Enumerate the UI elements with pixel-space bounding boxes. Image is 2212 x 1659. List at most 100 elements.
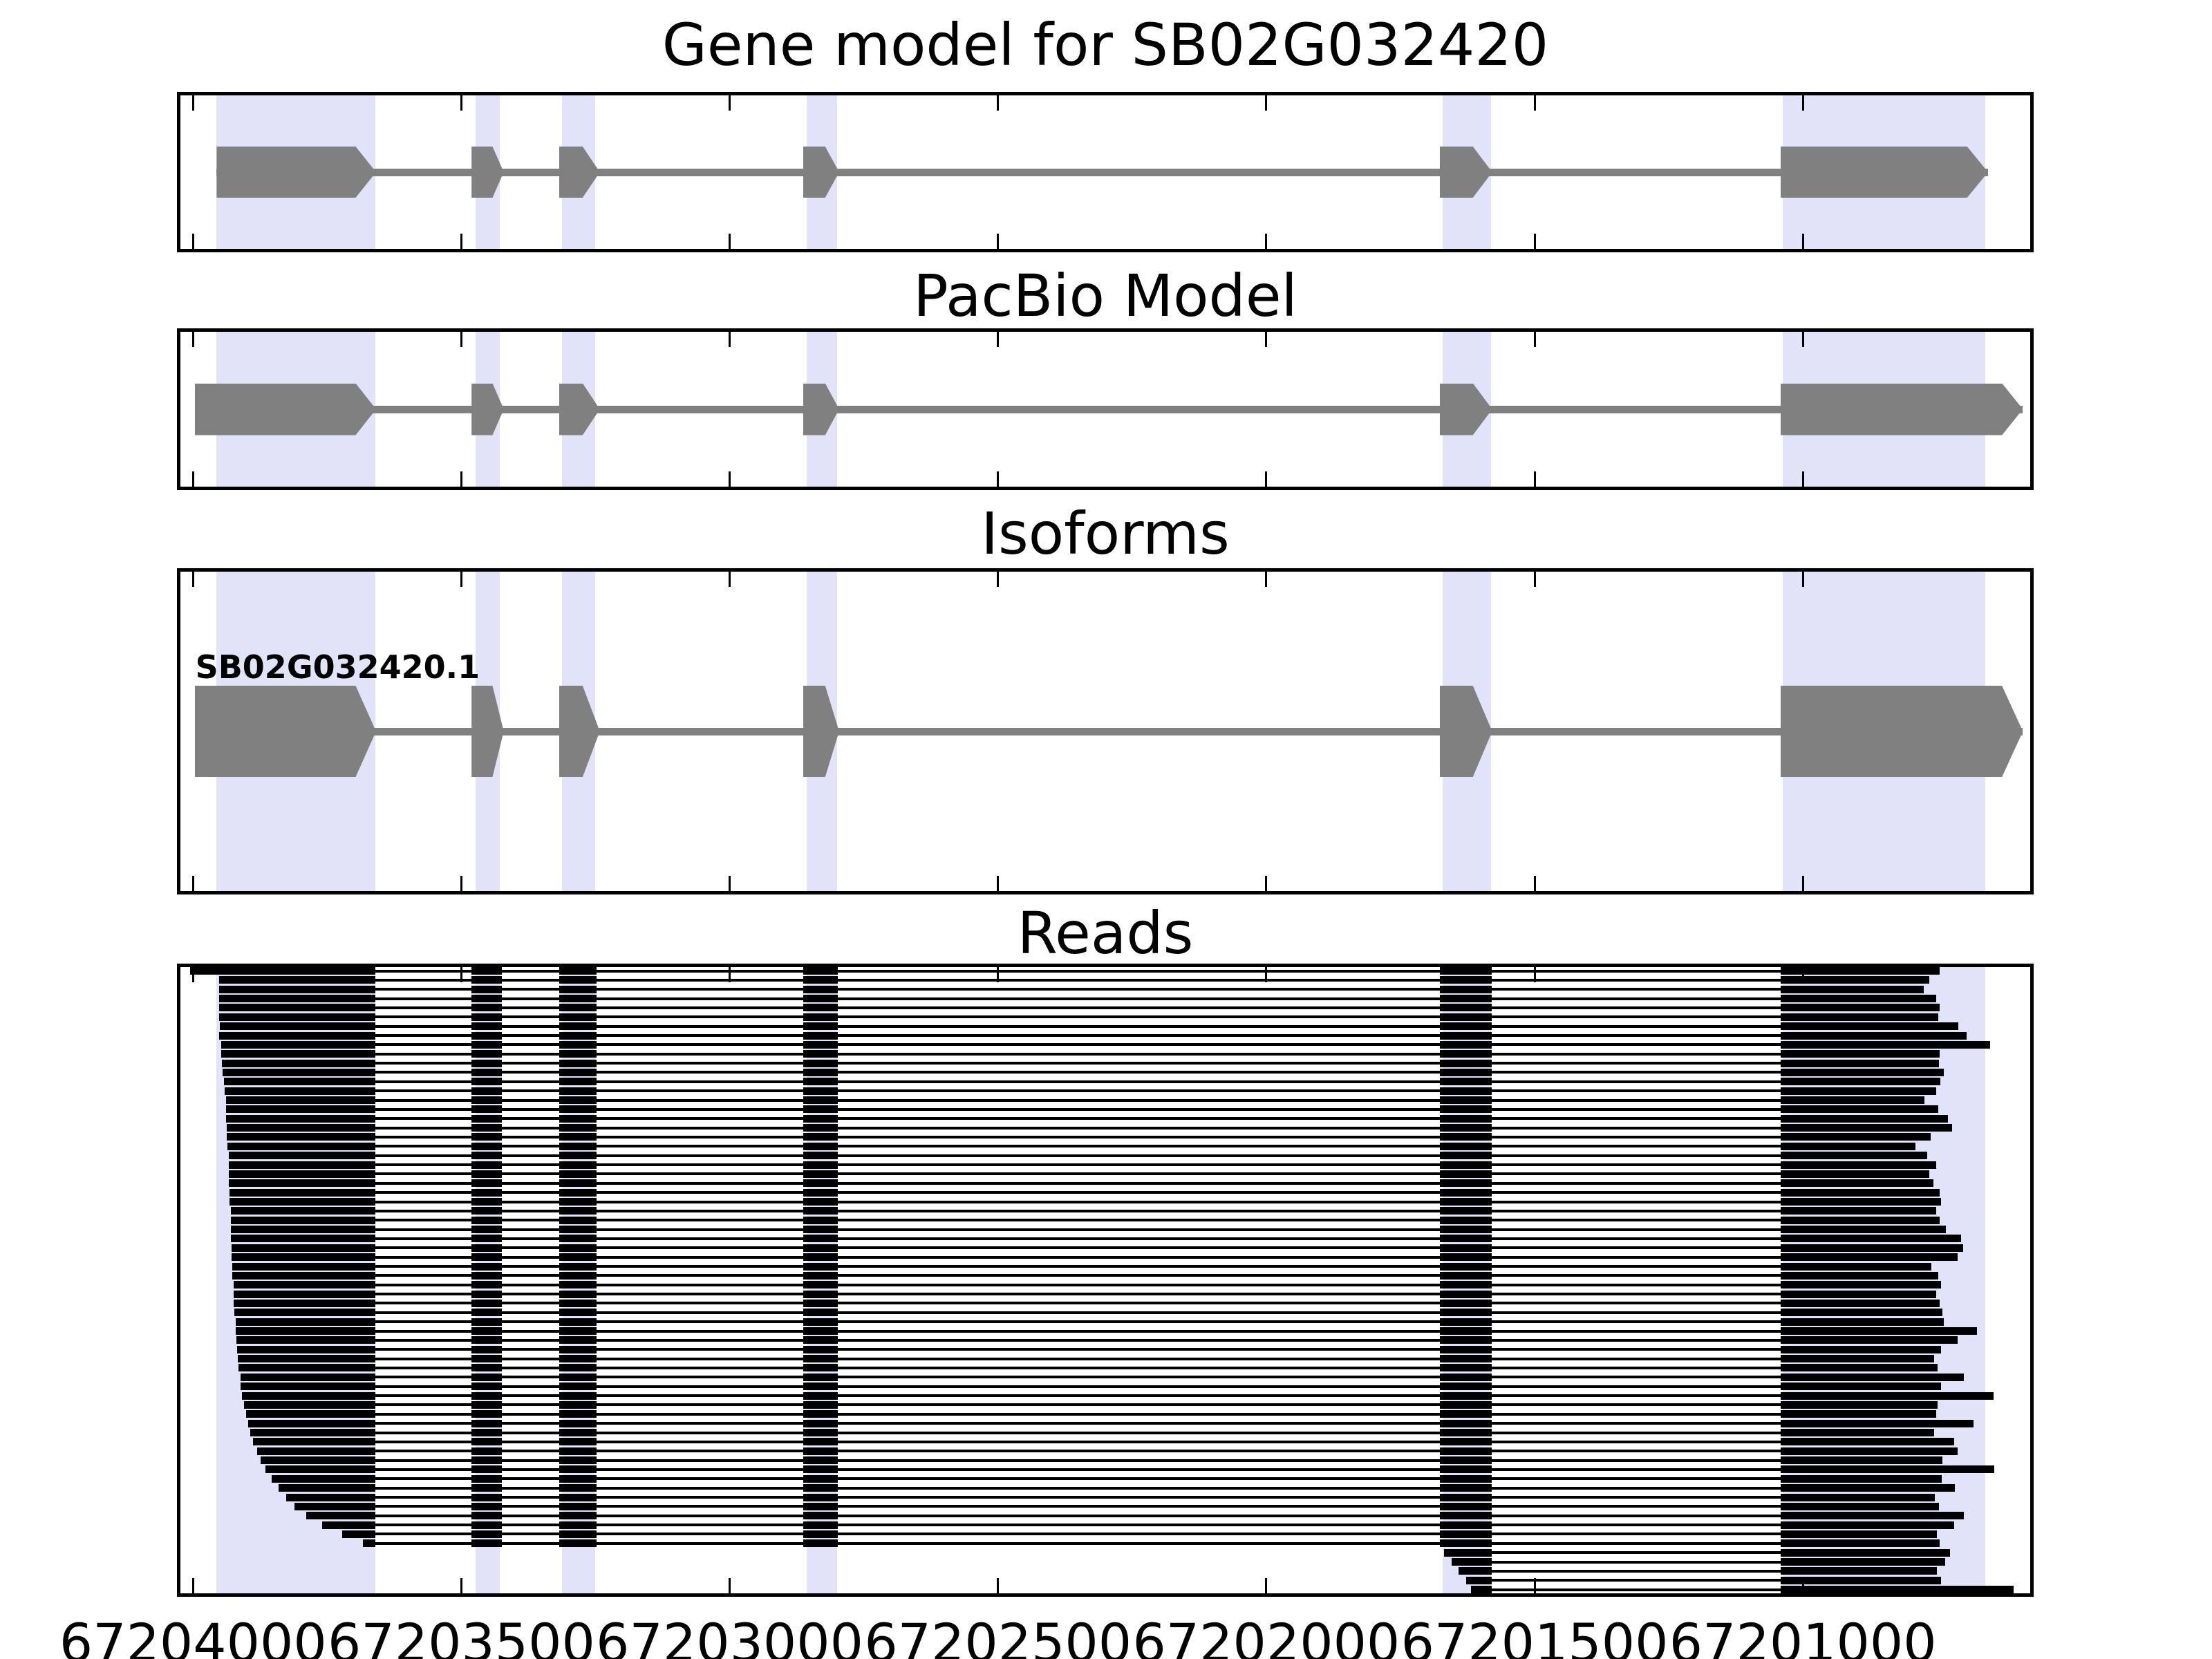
read-exon-block (1439, 1382, 1492, 1391)
read-exon-block (803, 1281, 838, 1289)
read-exon-block (559, 1539, 597, 1548)
read-exon-block (559, 1355, 597, 1363)
x-axis-tick (1533, 234, 1536, 249)
x-axis-tick (460, 876, 462, 891)
read-exon-block (225, 1096, 376, 1105)
read-intron-line (238, 1366, 1938, 1369)
x-axis-tick (1533, 572, 1536, 587)
read-exon-block (1780, 995, 1936, 1003)
read-exon-block (246, 1410, 376, 1418)
read-exon-block (1780, 1419, 1974, 1427)
read-exon-block (236, 1345, 376, 1353)
read-intron-line (232, 1246, 1963, 1250)
read-exon-block (803, 1336, 838, 1344)
x-axis-tick (1533, 471, 1536, 487)
read-exon-block (559, 1004, 597, 1012)
read-exon-block (1780, 1087, 1936, 1095)
read-intron-line (218, 978, 1929, 982)
read-row (227, 1124, 1952, 1132)
read-intron-line (234, 1311, 1943, 1314)
x-axis-tick (1801, 967, 1804, 982)
read-exon-block (803, 1031, 838, 1040)
read-exon-block (803, 1373, 838, 1381)
read-exon-block (222, 1068, 376, 1076)
read-row (233, 1281, 1942, 1289)
read-row (253, 1438, 1955, 1446)
read-exon-block (228, 1152, 376, 1160)
read-row (232, 1244, 1963, 1252)
read-exon-block (559, 976, 597, 984)
read-exon-block (803, 1447, 838, 1455)
read-intron-line (278, 1486, 1955, 1490)
read-exon-block (234, 1309, 376, 1317)
read-exon-block (1780, 1586, 2014, 1594)
read-exon-block (471, 1105, 502, 1114)
read-intron-line (219, 1034, 1967, 1038)
panel-frame-reads (177, 964, 2034, 1597)
read-exon-block (471, 1391, 502, 1400)
read-exon-block (559, 1207, 597, 1215)
read-exon-block (1439, 1216, 1492, 1224)
read-exon-block (803, 1179, 838, 1188)
read-exon-block (559, 1226, 597, 1234)
x-axis-tick (191, 876, 194, 891)
read-row (219, 995, 1936, 1003)
read-exon-block (233, 1281, 376, 1289)
x-axis-tick (1265, 471, 1268, 487)
read-intron-line (256, 1450, 1958, 1453)
read-row (236, 1336, 1958, 1344)
read-exon-block (227, 1124, 376, 1132)
read-exon-block (1439, 1004, 1492, 1012)
read-row (221, 1040, 1991, 1049)
read-row (240, 1373, 1965, 1381)
read-row (219, 1013, 1938, 1021)
read-exon-block (471, 1484, 502, 1492)
read-exon-block (1780, 1179, 1933, 1188)
read-exon-block (803, 1262, 838, 1271)
read-exon-block (232, 1253, 376, 1262)
read-exon-block (219, 1031, 376, 1040)
read-intron-line (285, 1496, 1936, 1499)
read-exon-block (224, 1078, 376, 1086)
read-exon-block (1439, 1345, 1492, 1353)
read-exon-block (559, 1290, 597, 1298)
x-axis-tick (997, 1578, 1000, 1593)
read-row (241, 1391, 1994, 1400)
read-row (219, 1031, 1967, 1040)
read-exon-block (471, 1530, 502, 1538)
read-exon-block (1439, 1040, 1492, 1049)
read-exon-block (471, 1170, 502, 1178)
read-exon-block (559, 1161, 597, 1169)
read-intron-line (224, 1080, 1940, 1083)
read-exon-block (1780, 1429, 1934, 1436)
read-exon-block (230, 1216, 376, 1224)
read-exon-block (1439, 1114, 1492, 1123)
read-exon-block (218, 976, 376, 984)
read-exon-block (1439, 1512, 1492, 1520)
read-exon-block (559, 1152, 597, 1160)
read-exon-block (803, 1142, 838, 1150)
read-exon-block (1439, 1161, 1492, 1169)
x-axis-tick (1533, 967, 1536, 982)
read-intron-line (190, 969, 1940, 973)
read-exon-block (1780, 1198, 1941, 1206)
read-intron-line (228, 1163, 1936, 1167)
read-exon-block (229, 1179, 376, 1188)
read-exon-block (559, 1040, 597, 1049)
read-exon-block (803, 1170, 838, 1178)
read-intron-line (230, 1209, 1937, 1212)
read-intron-line (246, 1412, 1936, 1416)
read-exon-block (219, 995, 376, 1003)
read-exon-block (803, 1539, 838, 1548)
x-axis-tick (1801, 234, 1804, 249)
x-axis-tick (191, 234, 194, 249)
read-exon-block (559, 1281, 597, 1289)
read-exon-block (1780, 1078, 1940, 1086)
read-exon-block (471, 1281, 502, 1289)
read-row (294, 1502, 1939, 1510)
read-exon-block (471, 1271, 502, 1280)
read-exon-block (1780, 1207, 1937, 1215)
read-exon-block (559, 1087, 597, 1095)
read-exon-block (321, 1521, 376, 1529)
read-exon-block (1780, 1152, 1928, 1160)
